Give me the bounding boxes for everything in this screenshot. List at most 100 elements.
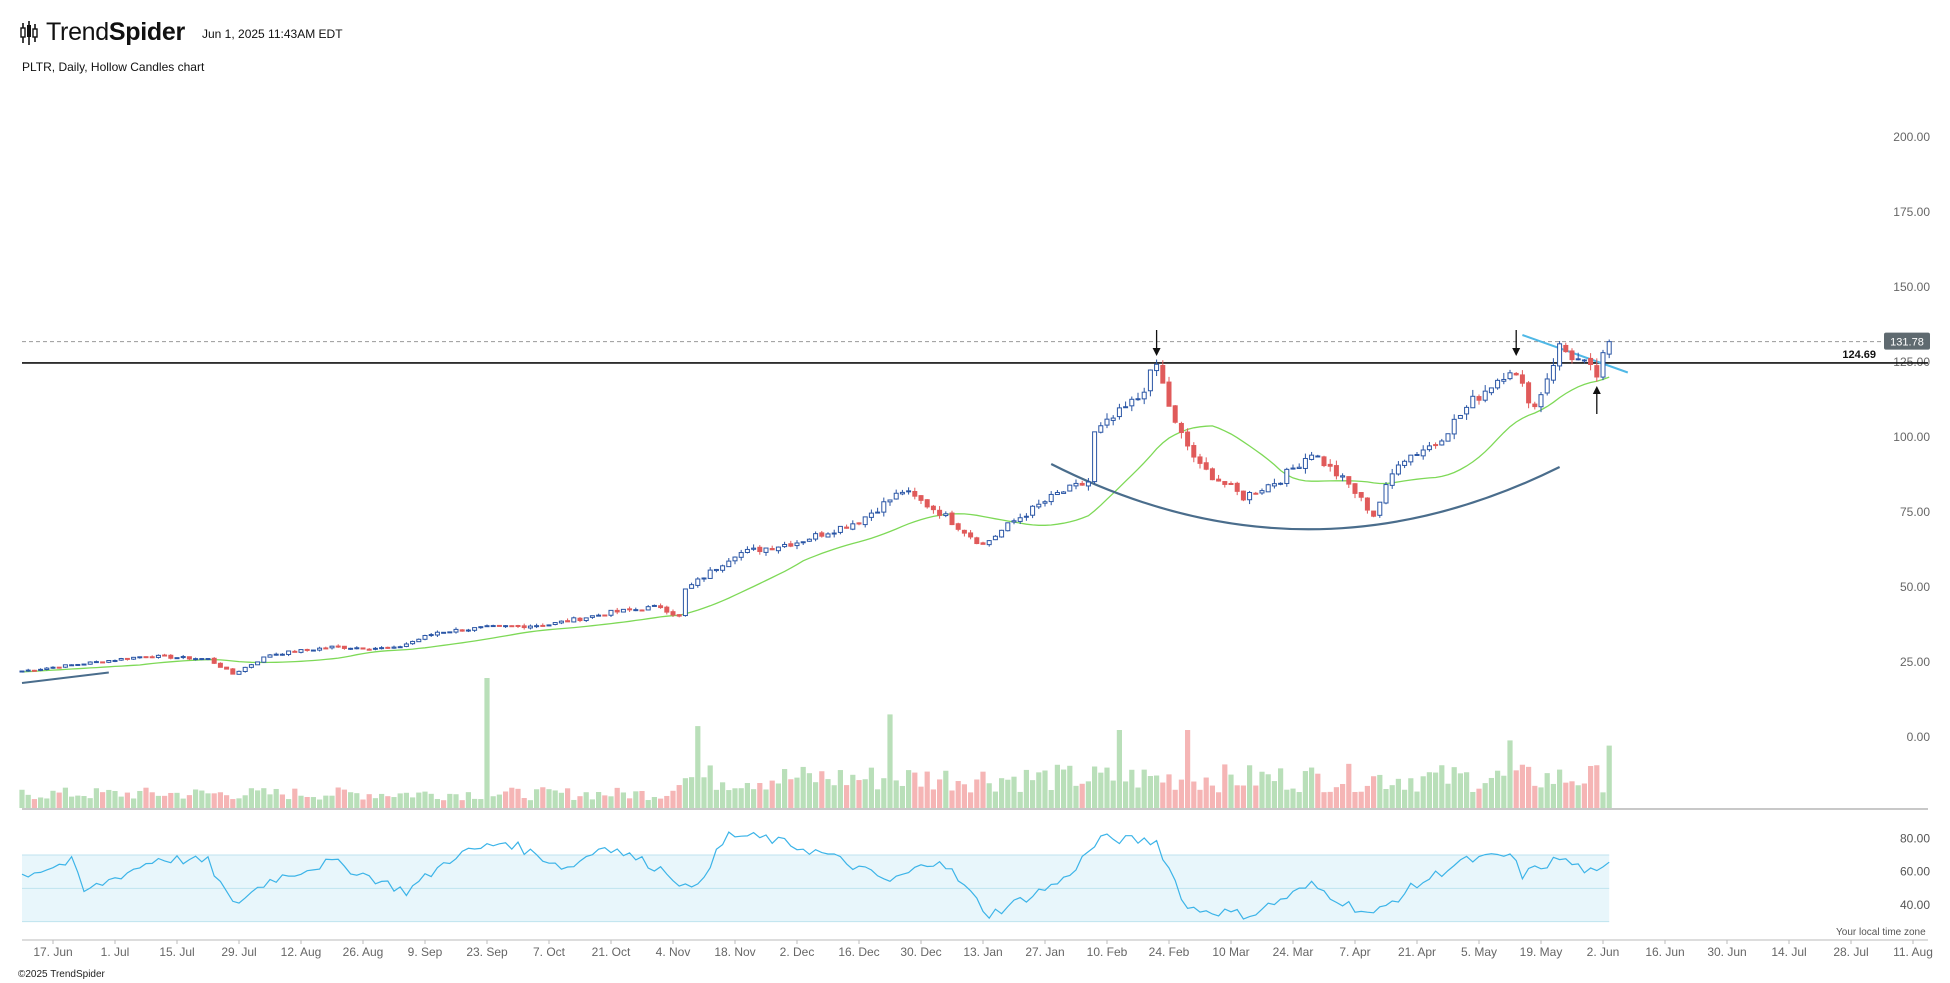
x-tick-label: 10 Mar xyxy=(1212,945,1249,959)
volume-bar xyxy=(726,790,732,808)
x-tick-label: 9. Sep xyxy=(408,945,443,959)
candle-body xyxy=(1234,482,1240,492)
volume-bar xyxy=(534,789,540,808)
volume-bar xyxy=(298,795,304,808)
candle-body xyxy=(1451,418,1457,435)
volume-bar xyxy=(614,787,620,808)
volume-bar xyxy=(943,770,949,808)
candle-body xyxy=(1364,497,1370,511)
candle-body xyxy=(1123,406,1129,409)
volume-bar xyxy=(887,714,893,808)
candle-body xyxy=(1464,406,1470,415)
candle-body xyxy=(992,535,998,541)
early-trendline xyxy=(21,671,109,684)
volume-bar xyxy=(1030,780,1036,808)
candle-body xyxy=(1594,365,1600,378)
volume-bar xyxy=(441,800,447,808)
candle-body xyxy=(162,654,168,657)
candle-body xyxy=(403,643,409,647)
y-tick-label: 175.00 xyxy=(1893,205,1930,219)
candle-body xyxy=(689,584,695,589)
y-tick-label: 25.00 xyxy=(1900,655,1930,669)
volume-bar xyxy=(732,788,738,808)
chart-title: PLTR, Daily, Hollow Candles chart xyxy=(22,60,205,74)
candle-body xyxy=(1309,454,1315,460)
candle-body xyxy=(131,656,137,660)
candle-body xyxy=(1284,468,1290,485)
x-tick-label: 2. Dec xyxy=(780,945,815,959)
candle-body xyxy=(453,628,459,633)
volume-bar xyxy=(478,799,484,808)
volume-bar xyxy=(720,782,726,808)
volume-bar xyxy=(1445,783,1451,808)
volume-bar xyxy=(1098,772,1104,808)
candle-body xyxy=(782,543,788,548)
volume-bar xyxy=(87,798,93,808)
volume-bar xyxy=(682,778,688,808)
volume-bar xyxy=(1457,773,1463,808)
volume-bar xyxy=(769,780,775,808)
x-tick-label: 30. Dec xyxy=(900,945,941,959)
candle-body xyxy=(986,540,992,546)
candle-body xyxy=(1017,517,1023,522)
volume-bar xyxy=(459,800,465,808)
candle-body xyxy=(1048,493,1054,503)
volume-bar xyxy=(93,788,99,808)
volume-bar xyxy=(267,794,273,808)
volume-bar xyxy=(1141,769,1147,808)
candle-body xyxy=(1389,473,1395,486)
x-tick-label: 26. Aug xyxy=(343,945,384,959)
candle-body xyxy=(112,659,118,662)
candle-body xyxy=(1302,457,1308,469)
candle-body xyxy=(317,647,323,651)
volume-bar xyxy=(1482,783,1488,808)
candle-body xyxy=(1433,444,1439,447)
candle-body xyxy=(323,647,329,650)
candle-body xyxy=(1414,453,1420,456)
candle-body xyxy=(56,666,62,669)
volume-bar xyxy=(38,797,44,808)
candle-body xyxy=(459,629,465,632)
volume-bar xyxy=(317,799,323,808)
candle-body xyxy=(1067,484,1073,492)
candle-body xyxy=(912,490,918,497)
candle-body xyxy=(707,569,713,579)
volume-bar xyxy=(1222,764,1228,808)
volume-bar xyxy=(1278,768,1284,808)
volume-bar xyxy=(1606,745,1612,808)
volume-bar xyxy=(1364,785,1370,808)
candle-body xyxy=(875,511,881,514)
x-tick-label: 30. Jun xyxy=(1707,945,1746,959)
candle-body xyxy=(44,667,50,670)
candle-body xyxy=(1160,365,1166,384)
candle-body xyxy=(186,656,192,660)
candle-body xyxy=(732,556,738,562)
candle-body xyxy=(744,548,750,553)
volume-bar xyxy=(1563,782,1569,808)
volume-bar xyxy=(1476,788,1482,808)
candle-body xyxy=(81,663,87,666)
volume-bar xyxy=(1340,783,1346,808)
candle-body xyxy=(1569,350,1575,361)
candle-body xyxy=(1278,482,1284,485)
volume-bar xyxy=(1036,772,1042,808)
candle-body xyxy=(1606,341,1612,355)
candle-body xyxy=(509,625,515,628)
volume-bar xyxy=(899,785,905,808)
volume-bar xyxy=(1123,781,1129,808)
candle-body xyxy=(1600,352,1606,378)
candle-body xyxy=(775,546,781,552)
volume-bar xyxy=(1594,765,1600,808)
candle-body xyxy=(1588,357,1594,365)
volume-bar xyxy=(974,779,980,808)
candle-body xyxy=(1377,501,1383,516)
candle-body xyxy=(831,532,837,535)
candle-body xyxy=(1532,403,1538,408)
candle-body xyxy=(199,658,205,661)
candle-body xyxy=(769,548,775,551)
candle-body xyxy=(38,668,44,671)
volume-bar xyxy=(937,779,943,808)
candle-body xyxy=(844,526,850,529)
volume-bar xyxy=(1154,775,1160,808)
